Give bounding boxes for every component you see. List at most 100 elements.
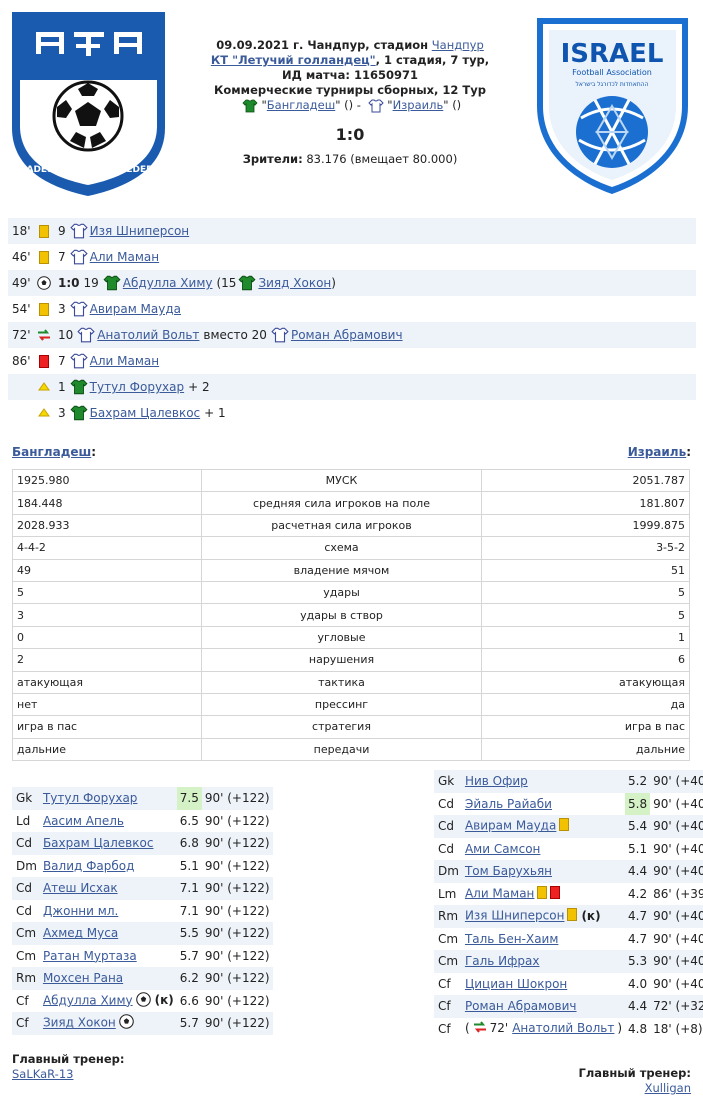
- home-stat-value: 49: [12, 558, 202, 582]
- player-position: Dm: [434, 860, 462, 883]
- player-time: 90' (+122): [201, 832, 273, 855]
- home-stat-value: 5: [12, 580, 202, 605]
- player-link[interactable]: Бахрам Цалевкос: [89, 406, 201, 420]
- player-link[interactable]: Джонни мл.: [42, 903, 119, 918]
- player-position: Cd: [12, 899, 40, 922]
- home-team-link[interactable]: Бангладеш: [266, 98, 336, 112]
- player-link[interactable]: Цициан Шокрон: [464, 976, 568, 991]
- player-link[interactable]: Ахмед Муса: [42, 926, 119, 941]
- player-link[interactable]: Аасим Апель: [42, 813, 124, 828]
- white-shirt-icon: [271, 327, 289, 343]
- player-out-link[interactable]: Роман Абрамович: [290, 328, 403, 342]
- substitution-icon: [36, 327, 52, 343]
- away-stat-value: атакующая: [481, 670, 690, 694]
- player-time: 90' (+122): [201, 899, 273, 922]
- player-name-cell: Авирам Мауда: [461, 815, 626, 838]
- player-link[interactable]: Анатолий Вольт: [97, 328, 200, 342]
- home-lineup-table: Gk Тутул Форухар 7.5 90' (+122) Ld Аасим Апел…: [12, 787, 273, 1035]
- player-link[interactable]: Али Маман: [89, 354, 160, 368]
- player-row: Dm Валид Фарбод 5.1 90' (+122): [12, 854, 273, 877]
- away-stat-value: 1999.875: [481, 513, 690, 538]
- player-link[interactable]: Зияд Хокон: [42, 1015, 116, 1030]
- player-link[interactable]: Атеш Исхак: [42, 881, 118, 896]
- away-stat-value: 51: [481, 558, 690, 582]
- player-rating: 5.1: [625, 837, 651, 860]
- player-link[interactable]: Изя Шниперсон: [89, 224, 190, 238]
- player-link[interactable]: Ами Самсон: [464, 841, 541, 856]
- player-time: 90' (+40): [650, 770, 703, 793]
- home-stat-value: 0: [12, 625, 202, 650]
- player-rating: 5.8: [625, 792, 651, 815]
- player-time: 90' (+40): [650, 860, 703, 883]
- away-team-link[interactable]: Израиль: [627, 445, 687, 459]
- player-rating: 7.1: [176, 877, 202, 900]
- tournament-link[interactable]: КТ "Летучий голландец": [210, 53, 376, 67]
- home-team-link[interactable]: Бангладеш: [12, 445, 92, 459]
- stats-row: 2028.933 расчетная сила игроков 1999.875: [12, 513, 690, 538]
- player-link[interactable]: Тутул Форухар: [42, 791, 138, 806]
- player-name-cell: Таль Бен-Хаим: [461, 927, 626, 950]
- player-rating: 4.0: [625, 972, 651, 995]
- green-shirt-icon: [70, 405, 88, 421]
- player-link[interactable]: Анатолий Вольт: [512, 1021, 615, 1036]
- player-name-cell: Аасим Апель: [39, 809, 177, 832]
- home-coach-link[interactable]: SaLKaR-13: [12, 1067, 74, 1081]
- player-link[interactable]: Ратан Муртаза: [42, 948, 137, 963]
- yellow-card-icon: [36, 223, 52, 239]
- player-rating: 4.8: [625, 1017, 651, 1040]
- stat-label: схема: [201, 536, 482, 560]
- player-link[interactable]: Али Маман: [89, 250, 160, 264]
- spectators-label: Зрители:: [242, 152, 303, 166]
- player-name-cell: Бахрам Цалевкос: [39, 832, 177, 855]
- away-team-link[interactable]: Израиль: [392, 98, 444, 112]
- stats-row: 2 нарушения 6: [12, 648, 690, 672]
- player-name-cell: Ратан Муртаза: [39, 944, 177, 967]
- player-time: 90' (+122): [201, 787, 273, 810]
- player-row: Cd Бахрам Цалевкос 6.8 90' (+122): [12, 832, 273, 855]
- sub-minute: 72': [489, 1021, 509, 1036]
- player-link[interactable]: Али Маман: [464, 886, 535, 901]
- player-row: Gk Тутул Форухар 7.5 90' (+122): [12, 787, 273, 810]
- away-coach-link[interactable]: Xulligan: [644, 1081, 691, 1095]
- away-stat-value: 5: [481, 603, 690, 627]
- home-stat-value: 1925.980: [12, 468, 202, 493]
- player-link[interactable]: Бахрам Цалевкос: [42, 836, 154, 851]
- city-link[interactable]: Чандпур: [431, 38, 484, 52]
- player-link[interactable]: Авирам Мауда: [89, 302, 182, 316]
- player-position: Cf: [12, 1012, 40, 1035]
- player-position: Cf: [434, 995, 462, 1018]
- player-link[interactable]: Мохсен Рана: [42, 971, 124, 986]
- event-row: 46' 7 Али Маман: [8, 244, 696, 270]
- player-link[interactable]: Роман Абрамович: [464, 999, 577, 1014]
- stats-row: атакующая тактика атакующая: [12, 670, 690, 694]
- player-link[interactable]: Абдулла Химу: [122, 276, 213, 290]
- player-link[interactable]: Таль Бен-Хаим: [464, 931, 559, 946]
- player-link[interactable]: Нив Офир: [464, 774, 528, 789]
- stat-label: стратегия: [201, 715, 482, 739]
- player-link[interactable]: Эйаль Райаби: [464, 796, 552, 811]
- player-link[interactable]: Том Барухьян: [464, 864, 553, 879]
- player-link[interactable]: Галь Ифрах: [464, 954, 540, 969]
- player-time: 90' (+122): [201, 944, 273, 967]
- player-rating: 5.2: [625, 770, 651, 793]
- stats-row: 5 удары 5: [12, 580, 690, 605]
- player-link[interactable]: Абдулла Химу: [42, 993, 133, 1008]
- home-stat-value: атакующая: [12, 670, 202, 694]
- spectators-value: 83.176 (вмещает 80.000): [302, 152, 458, 166]
- player-name-cell: Али Маман: [461, 882, 626, 905]
- player-link[interactable]: Тутул Форухар: [89, 380, 185, 394]
- player-link[interactable]: Авирам Мауда: [464, 818, 557, 833]
- player-link[interactable]: Валид Фарбод: [42, 858, 135, 873]
- green-shirt-icon: [70, 379, 88, 395]
- assist-player-link[interactable]: Зияд Хокон: [258, 276, 332, 290]
- white-shirt-icon: [367, 99, 384, 112]
- yellow-card-icon: [36, 301, 52, 317]
- player-rating: 4.7: [625, 905, 651, 928]
- player-rating: 6.2: [176, 967, 202, 990]
- player-position: Rm: [12, 967, 40, 990]
- player-link[interactable]: Изя Шниперсон: [464, 908, 565, 923]
